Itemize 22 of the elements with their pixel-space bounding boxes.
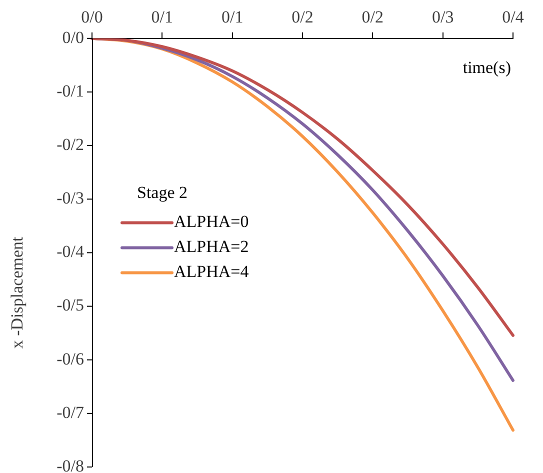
legend-label: ALPHA=0 [174, 212, 249, 232]
x-tick-label: 0/1 [151, 8, 174, 27]
text: -0/8 [56, 456, 84, 473]
legend-label: ALPHA=4 [174, 262, 250, 282]
x-tick-label: 0/2 [292, 8, 314, 27]
text: -0/6 [56, 349, 84, 368]
x-tick-label: 0/3 [432, 8, 454, 27]
text: -0/3 [56, 188, 84, 208]
text: -0/5 [56, 296, 84, 315]
x-tick-label: 0/2 [362, 8, 384, 27]
text: -0/2 [56, 135, 84, 154]
legend-label: ALPHA=2 [174, 237, 249, 256]
annotation: Stage 2 [137, 182, 188, 202]
text: -0/4 [56, 242, 84, 262]
x-axis-title: time(s) [462, 58, 511, 77]
text: -0/7 [56, 402, 84, 422]
y-axis-title: x -Displacement [7, 236, 26, 349]
text: 0/0 [62, 28, 84, 47]
text: -0/1 [56, 81, 84, 100]
x-tick-label: 0/4 [502, 8, 524, 27]
x-tick-label: 0/0 [81, 8, 103, 27]
x-tick-label: 0/1 [221, 8, 244, 27]
